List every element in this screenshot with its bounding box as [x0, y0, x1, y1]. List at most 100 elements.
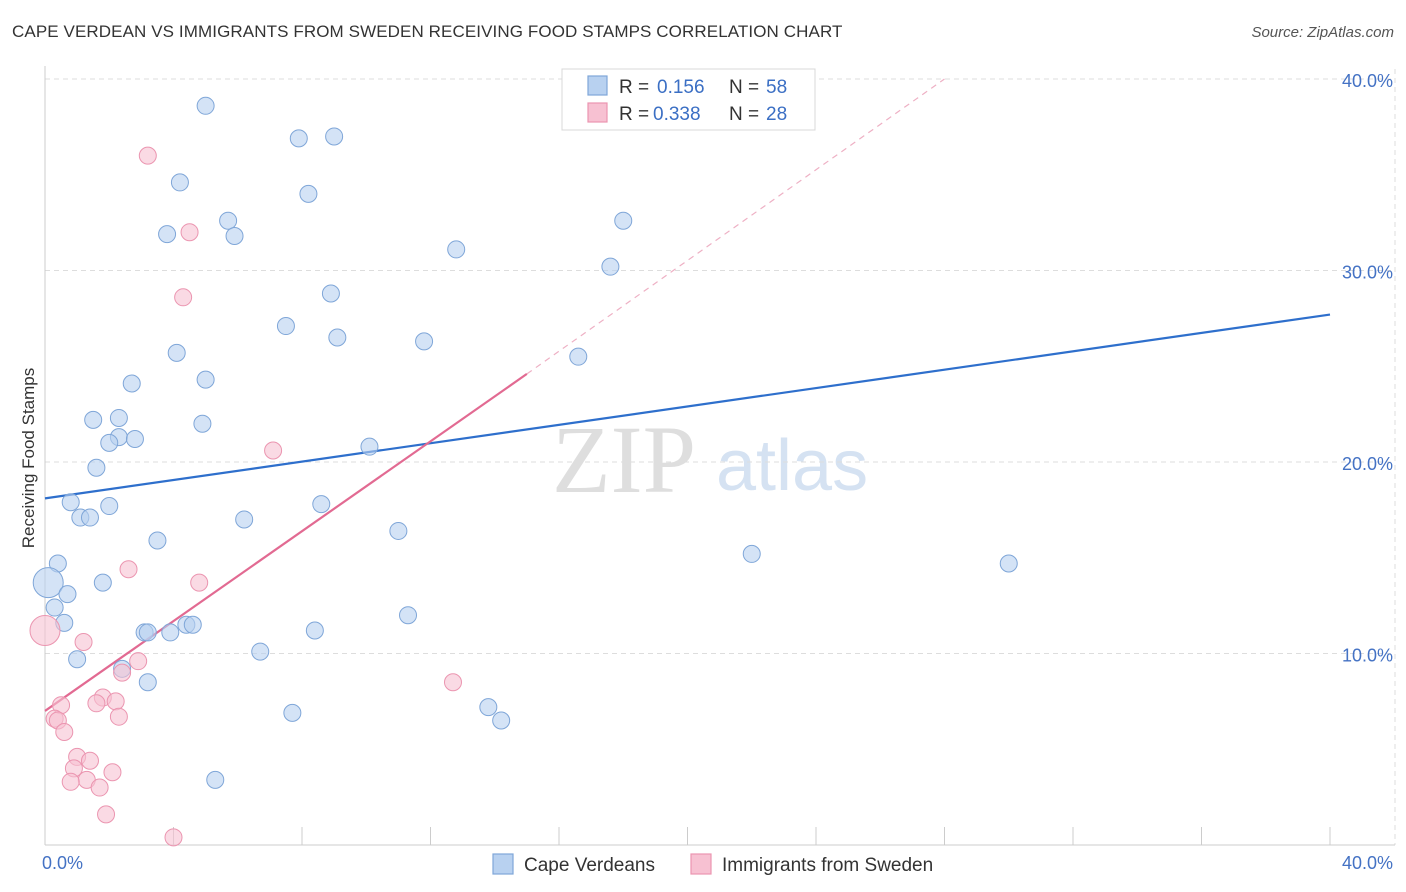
axes — [44, 66, 1395, 846]
sweden-point — [103, 763, 122, 782]
x-tick-labels: 0.0% 40.0% — [42, 853, 1393, 873]
cape-verdean-point — [138, 673, 157, 692]
sweden-point — [90, 778, 109, 797]
cape-verdean-point — [312, 495, 331, 514]
cape-verdean-point — [328, 328, 347, 347]
cape-verdean-point — [158, 225, 177, 244]
cape-verdean-point — [68, 650, 87, 669]
source-label: Source: ZipAtlas.com — [1251, 24, 1394, 41]
y-tick-label: 30.0% — [1342, 263, 1393, 283]
trend-lines — [44, 78, 1331, 712]
sweden-point — [190, 573, 209, 592]
legend: R = 0.156 N = 58 R = 0.338 N = 28 — [561, 68, 816, 131]
sweden-point — [180, 223, 199, 242]
cape-verdean-point — [193, 414, 212, 433]
legend-r-label: R = — [619, 77, 649, 98]
sweden-point — [264, 441, 283, 460]
sweden-point — [87, 694, 106, 713]
cape-verdean-point — [58, 585, 77, 604]
legend-swatch-pink — [587, 102, 608, 123]
y-tick-labels: 10.0% 20.0% 30.0% 40.0% — [1342, 71, 1393, 666]
cape-verdean-point — [289, 129, 308, 148]
x-tick-label: 40.0% — [1342, 853, 1393, 873]
sweden-point — [55, 723, 74, 742]
cape-verdean-point — [299, 184, 318, 203]
sweden-point — [113, 663, 132, 682]
bottom-legend-swatch-blue — [492, 853, 514, 875]
cape-verdean-trend-line — [44, 313, 1331, 500]
cape-verdean-point — [321, 284, 340, 303]
sweden-point — [138, 146, 157, 165]
cape-verdean-point — [305, 621, 324, 640]
cape-verdean-point — [601, 257, 620, 276]
bottom-legend: Cape Verdeans Immigrants from Sweden — [492, 853, 933, 876]
sweden-point — [74, 633, 93, 652]
cape-verdean-point — [219, 211, 238, 230]
cape-verdean-point — [206, 770, 225, 789]
cape-verdean-point — [235, 510, 254, 529]
cape-verdean-point — [61, 493, 80, 512]
y-tick-label: 10.0% — [1342, 646, 1393, 666]
watermark-zip: ZIP — [552, 406, 696, 513]
cape-verdean-point — [84, 410, 103, 429]
cape-verdean-point — [148, 531, 167, 550]
cape-verdean-point — [360, 437, 379, 456]
chart-title: CAPE VERDEAN VS IMMIGRANTS FROM SWEDEN R… — [12, 22, 843, 41]
bottom-legend-swatch-pink — [690, 853, 712, 875]
legend-swatch-blue — [587, 75, 608, 96]
bottom-legend-label-immigrants-from-sweden: Immigrants from Sweden — [722, 855, 933, 876]
cape-verdean-point — [569, 347, 588, 366]
sweden-point — [119, 560, 138, 579]
cape-verdean-point — [170, 173, 189, 192]
y-tick-label: 40.0% — [1342, 71, 1393, 91]
sweden-point — [97, 805, 116, 824]
sweden-point — [109, 707, 128, 726]
x-tick-label: 0.0% — [42, 853, 83, 873]
cape-verdean-point — [415, 332, 434, 351]
cape-verdean-point — [138, 623, 157, 642]
cape-verdean-point — [167, 343, 186, 362]
cape-verdean-point — [196, 96, 215, 115]
sweden-point — [80, 751, 99, 770]
cape-verdean-point — [276, 317, 295, 336]
cape-verdean-point — [45, 598, 64, 617]
cape-verdean-point — [196, 370, 215, 389]
cape-verdean-point — [742, 544, 761, 563]
sweden-point — [164, 828, 183, 847]
cape-verdean-point — [251, 642, 270, 661]
sweden-trend-line — [44, 373, 528, 712]
cape-verdean-point — [109, 408, 128, 427]
cape-verdean-point — [100, 433, 119, 452]
cape-verdean-point — [479, 698, 498, 717]
cape-verdean-point — [389, 521, 408, 540]
watermark: ZIP atlas — [552, 406, 868, 513]
cape-verdean-point — [399, 606, 418, 625]
sweden-trend-extension — [526, 78, 945, 375]
legend-n-label: N = — [729, 104, 759, 125]
cape-verdean-point — [183, 615, 202, 634]
y-tick-label: 20.0% — [1342, 454, 1393, 474]
cape-verdean-point — [225, 227, 244, 246]
cape-verdean-point — [93, 573, 112, 592]
sweden-point — [61, 772, 80, 791]
cape-verdean-point — [80, 508, 99, 527]
cape-verdean-point — [283, 703, 302, 722]
cape-verdean-point — [32, 567, 64, 599]
bottom-legend-label-cape-verdeans: Cape Verdeans — [524, 855, 655, 876]
cape-verdean-point — [447, 240, 466, 259]
sweden-point — [29, 615, 61, 647]
sweden-point — [174, 288, 193, 307]
y-axis-title: Receiving Food Stamps — [19, 368, 38, 548]
cape-verdean-point — [492, 711, 511, 730]
cape-verdean-point — [614, 211, 633, 230]
legend-r-value: 0.338 — [653, 104, 701, 125]
cape-verdean-point — [87, 458, 106, 477]
cape-verdean-point — [100, 497, 119, 516]
legend-n-value: 28 — [766, 104, 787, 125]
cape-verdean-point — [325, 127, 344, 146]
legend-n-label: N = — [729, 77, 759, 98]
cape-verdean-point — [161, 623, 180, 642]
sweden-point — [443, 673, 462, 692]
cape-verdean-point — [125, 430, 144, 449]
